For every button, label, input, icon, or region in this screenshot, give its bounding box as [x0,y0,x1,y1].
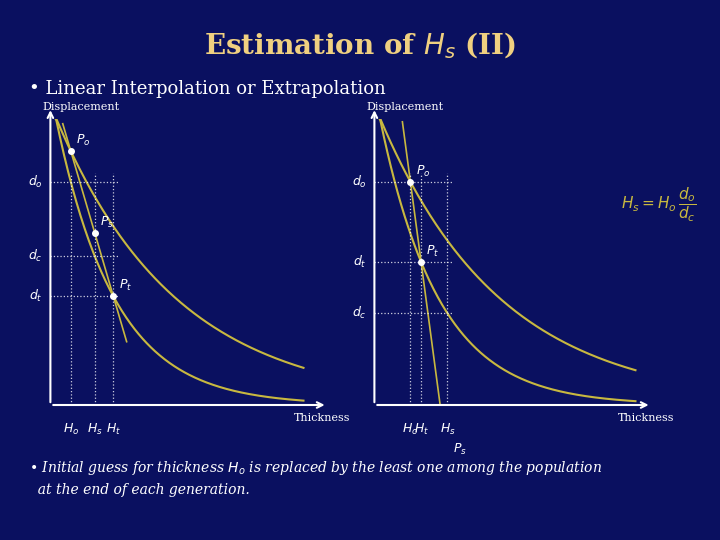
Text: $H_s$: $H_s$ [87,422,103,437]
Text: $P_o$: $P_o$ [76,133,91,148]
Text: $H_t$: $H_t$ [106,422,121,437]
Text: Estimation of $\mathit{H_s}$ (II): Estimation of $\mathit{H_s}$ (II) [204,31,516,61]
Text: Displacement: Displacement [42,102,120,112]
Text: $H_o$: $H_o$ [63,422,79,437]
Text: $d_c$: $d_c$ [28,248,42,264]
Text: Thickness: Thickness [294,413,351,423]
Text: $H_o$: $H_o$ [402,422,418,437]
Text: $d_t$: $d_t$ [353,254,366,270]
Text: $H_s$: $H_s$ [440,422,455,437]
Text: • Linear Interpolation or Extrapolation: • Linear Interpolation or Extrapolation [29,80,385,98]
Text: $P_o$: $P_o$ [415,164,431,179]
Text: $P_t$: $P_t$ [426,244,440,259]
Text: $d_c$: $d_c$ [352,305,366,321]
Text: Thickness: Thickness [618,413,675,423]
Text: $P_s$: $P_s$ [100,215,114,230]
Text: $d_o$: $d_o$ [27,174,42,190]
Text: $d_o$: $d_o$ [351,174,366,190]
Text: $\mathit{H_s = H_o\,\dfrac{d_o}{d_c}}$: $\mathit{H_s = H_o\,\dfrac{d_o}{d_c}}$ [621,186,697,224]
Text: $P_s$: $P_s$ [453,442,467,457]
Text: $d_t$: $d_t$ [29,288,42,305]
Text: Displacement: Displacement [366,102,444,112]
Text: $H_t$: $H_t$ [413,422,428,437]
Text: • Initial guess for thickness $H_o$ is replaced by the least one among the popul: • Initial guess for thickness $H_o$ is r… [29,459,602,497]
Text: $P_t$: $P_t$ [119,278,132,293]
